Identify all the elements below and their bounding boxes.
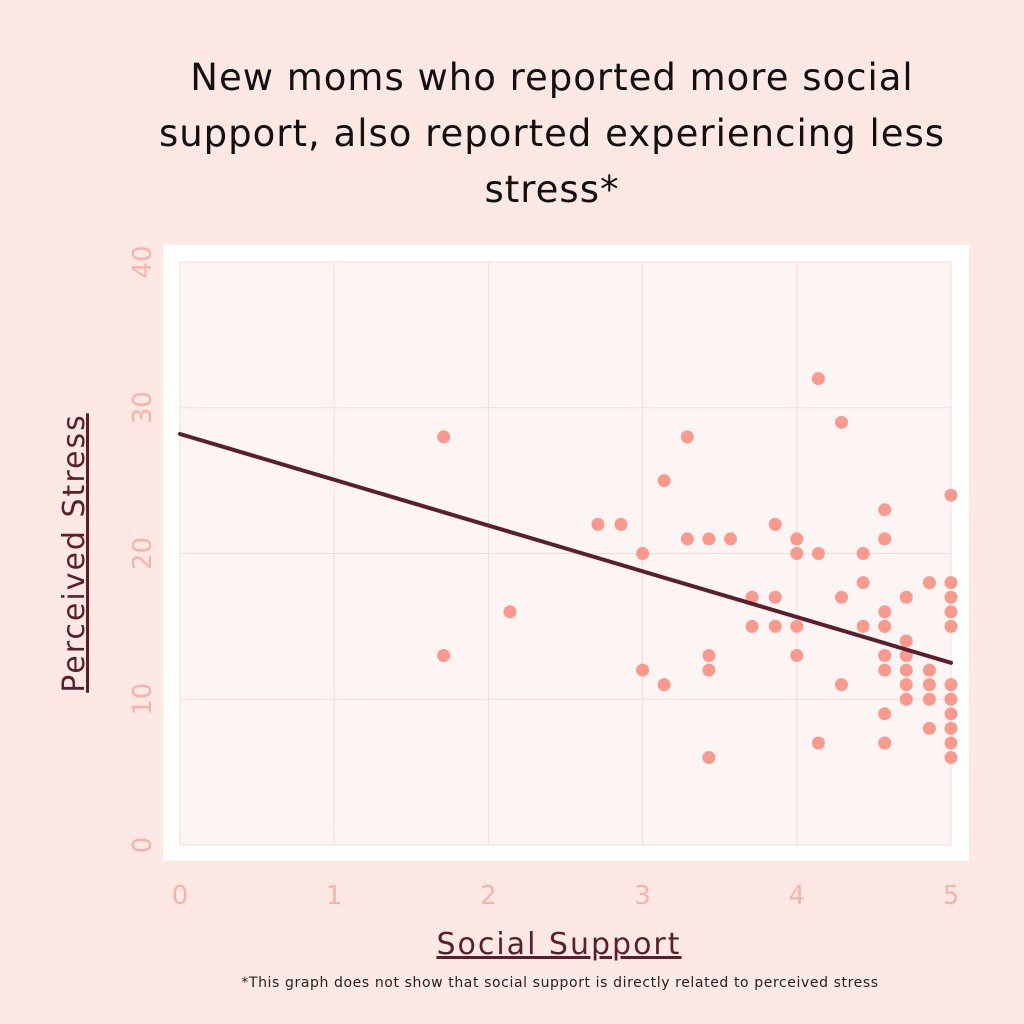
data-point (680, 430, 694, 444)
data-point (944, 678, 958, 692)
data-point (878, 649, 892, 663)
y-tick-group: 0 (128, 837, 158, 854)
data-point (899, 692, 913, 706)
data-point (878, 736, 892, 750)
data-point (878, 532, 892, 546)
data-point (437, 430, 451, 444)
data-point (745, 619, 759, 633)
data-point (702, 532, 716, 546)
data-point (878, 503, 892, 517)
x-axis-label: Social Support (436, 927, 681, 962)
data-point (878, 619, 892, 633)
data-point (702, 649, 716, 663)
data-point (811, 736, 825, 750)
data-point (856, 619, 870, 633)
data-point (790, 547, 804, 560)
data-point (922, 678, 936, 692)
data-point (835, 590, 849, 604)
y-axis-label-group: Perceived Stress (57, 413, 92, 692)
data-point (944, 707, 958, 721)
data-point (702, 751, 716, 765)
data-point (723, 532, 737, 546)
data-point (856, 547, 870, 560)
data-point (657, 474, 671, 488)
y-tick-group: 10 (128, 683, 158, 716)
data-point (944, 619, 958, 633)
y-tick-label: 0 (128, 837, 158, 854)
data-point (768, 517, 782, 531)
data-point (790, 532, 804, 546)
data-point (856, 576, 870, 590)
x-tick-label: 3 (634, 881, 651, 911)
data-point (944, 721, 958, 735)
data-point (636, 547, 650, 560)
data-point (944, 692, 958, 706)
y-axis-label: Perceived Stress (57, 413, 92, 692)
data-point (899, 590, 913, 604)
y-tick-labels: 0 10 20 30 40 (128, 245, 158, 853)
data-point (922, 663, 936, 677)
x-tick-label: 2 (480, 881, 497, 911)
data-point (878, 605, 892, 619)
trend-line (178, 431, 953, 665)
data-point (790, 619, 804, 633)
data-point (657, 678, 671, 692)
data-point (437, 649, 451, 663)
x-tick-label: 5 (943, 881, 960, 911)
data-point (944, 751, 958, 765)
data-point (680, 532, 694, 546)
data-point (899, 663, 913, 677)
y-tick-label: 30 (128, 391, 158, 424)
data-point (614, 517, 628, 531)
x-tick-label: 0 (172, 881, 189, 911)
data-point (811, 372, 825, 386)
data-point (768, 590, 782, 604)
y-tick-label: 20 (128, 537, 158, 570)
data-points (437, 372, 958, 765)
y-tick-label: 40 (128, 245, 158, 278)
data-point (922, 576, 936, 590)
data-point (899, 678, 913, 692)
data-point (702, 663, 716, 677)
data-point (503, 605, 517, 619)
footnote: *This graph does not show that social su… (241, 975, 879, 991)
y-tick-group: 40 (128, 245, 158, 278)
data-point (944, 590, 958, 604)
x-tick-label: 1 (326, 881, 343, 911)
data-point (878, 707, 892, 721)
data-point (922, 721, 936, 735)
data-point (811, 547, 825, 560)
y-tick-group: 30 (128, 391, 158, 424)
data-point (922, 692, 936, 706)
x-tick-label: 4 (789, 881, 806, 911)
data-point (636, 663, 650, 677)
data-point (899, 634, 913, 648)
data-point (835, 415, 849, 429)
data-point (835, 678, 849, 692)
data-point (790, 649, 804, 663)
data-point (768, 619, 782, 633)
data-point (878, 663, 892, 677)
grid-lines (179, 261, 952, 846)
y-tick-group: 20 (128, 537, 158, 570)
y-tick-label: 10 (128, 683, 158, 716)
data-point (745, 590, 759, 604)
data-point (944, 605, 958, 619)
x-tick-labels: 0 1 2 3 4 5 (172, 881, 960, 911)
data-point (591, 517, 605, 531)
data-point (944, 488, 958, 502)
data-point (944, 736, 958, 750)
chart-title: New moms who reported more social suppor… (158, 56, 946, 211)
data-point (944, 576, 958, 590)
